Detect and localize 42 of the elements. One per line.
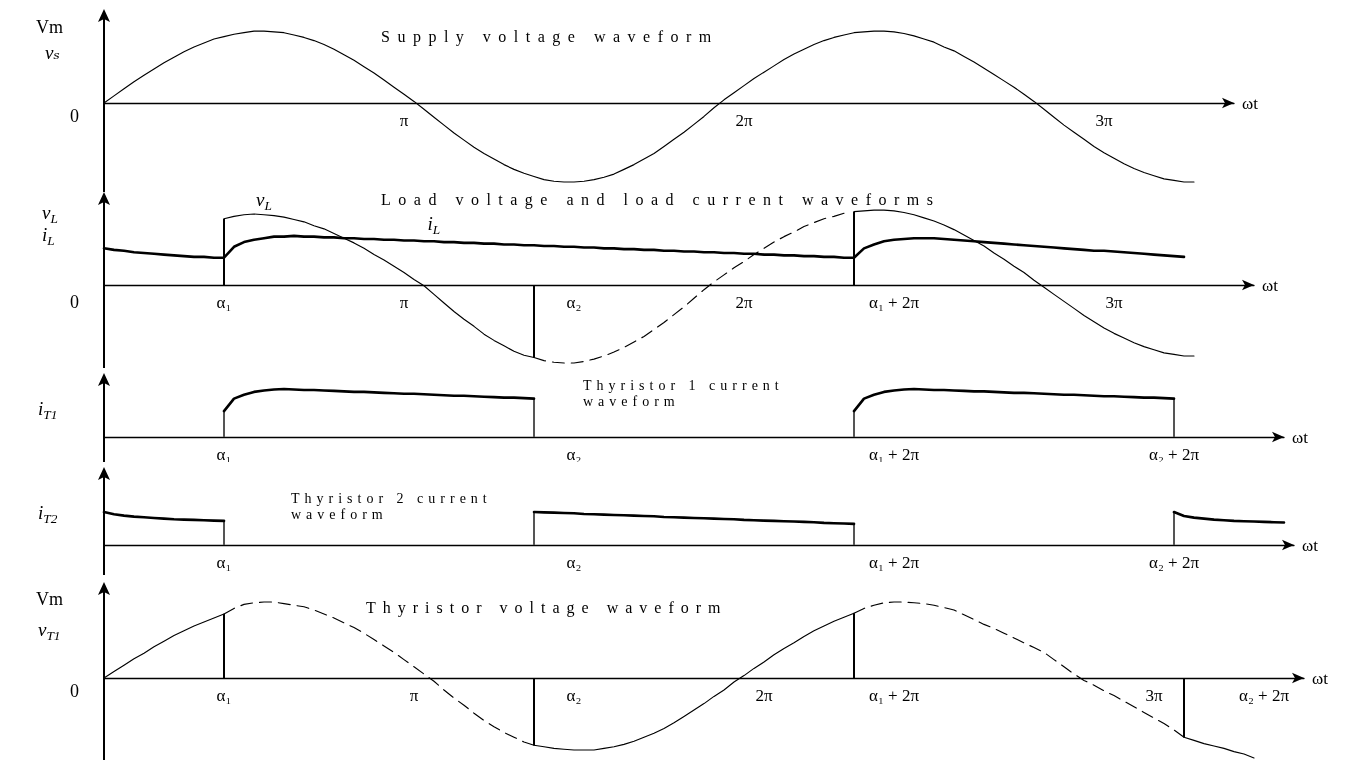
x-tick-label: 2π: [735, 293, 753, 312]
x-tick-label: α₂: [566, 686, 582, 705]
x-tick-label: 3π: [1145, 686, 1163, 705]
x-tick-label: π: [409, 686, 419, 705]
chart-title: Thyristor voltage waveform: [366, 599, 728, 618]
x-tick-label: α₂: [566, 293, 582, 312]
x-axis-title: ωt: [1312, 668, 1329, 688]
text: Vm: [36, 17, 63, 38]
series-label: i$_{L}$: [427, 213, 441, 238]
y-axis-title: v$_{T1}$: [38, 619, 61, 643]
x-tick-label: 3π: [1095, 111, 1113, 130]
chart-title: Supply voltage waveform: [381, 28, 719, 47]
x-tick-label: 2π: [755, 686, 773, 705]
y-axis-title: v$_{L}$ i$_{L}$: [42, 202, 58, 248]
x-tick-label: α₂ + 2π: [1238, 686, 1290, 705]
x-axis-title: ωt: [1262, 275, 1279, 295]
x-axis-title: ωt: [1302, 535, 1319, 555]
x-tick-label: 2π: [735, 111, 753, 130]
chart-title: Thyristor 2 current waveform: [291, 491, 493, 524]
chart-title: Load voltage and load current waveforms: [381, 191, 941, 210]
x-tick-label: α₁ + 2π: [868, 553, 920, 572]
y-axis-title: i$_{T1}$: [38, 398, 58, 422]
x-tick-label: α₁: [216, 293, 232, 312]
x-tick-label: 3π: [1105, 293, 1123, 312]
x-tick-label: α₁ + 2π: [868, 293, 920, 312]
text: 0: [70, 292, 79, 313]
x-tick-label: α₁: [216, 553, 232, 572]
y-axis-title: vₛ: [45, 42, 60, 64]
x-tick-label: α₂: [566, 553, 582, 572]
x-axis-title: ωt: [1292, 427, 1309, 447]
text: 0: [70, 106, 79, 127]
x-tick-label: α₁: [216, 686, 232, 705]
x-tick-label: π: [399, 111, 409, 130]
text: 0: [70, 681, 79, 702]
x-tick-label: π: [399, 293, 409, 312]
text: Vm: [36, 589, 63, 610]
x-axis-title: ωt: [1242, 93, 1259, 113]
x-tick-label: α₂ + 2π: [1148, 553, 1200, 572]
y-axis-title: i$_{T2}$: [38, 502, 58, 526]
x-tick-label: α₁ + 2π: [868, 686, 920, 705]
series-label: v$_{L}$: [256, 188, 272, 213]
chart-title: Thyristor 1 current waveform: [583, 378, 785, 411]
